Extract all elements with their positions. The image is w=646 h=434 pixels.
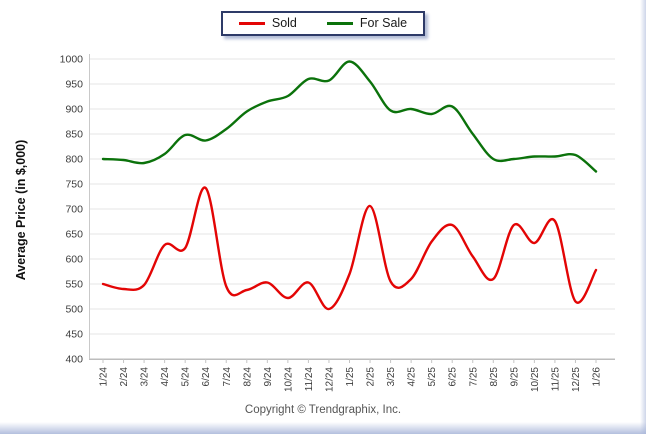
x-tick-label: 2/25 xyxy=(366,367,377,387)
y-tick-label: 650 xyxy=(65,229,83,241)
x-tick-label: 1/25 xyxy=(345,367,356,387)
y-tick-label: 600 xyxy=(65,254,83,266)
x-tick-label: 3/25 xyxy=(386,367,397,387)
x-tick-marks xyxy=(102,359,597,363)
copyright-text: Copyright © Trendgraphix, Inc. xyxy=(244,404,402,416)
x-tick-label: 5/25 xyxy=(427,367,438,387)
x-tick-label: 10/24 xyxy=(283,367,294,392)
chart-legend: Sold For Sale xyxy=(220,11,426,36)
for-sale-line-sample-icon xyxy=(326,21,353,25)
legend-label-for-sale: For Sale xyxy=(359,16,408,30)
x-tick-label: 10/25 xyxy=(530,367,541,392)
x-tick-labels: 1/24 2/24 3/24 4/24 5/24 6/24 7/24 8/24 9/24 10/2… xyxy=(99,367,603,392)
y-gridlines xyxy=(89,58,615,360)
y-axis-title: Average Price (in $,000) xyxy=(14,139,28,281)
y-tick-label: 900 xyxy=(65,104,83,116)
y-tick-label: 850 xyxy=(65,129,83,141)
legend-item-sold: Sold xyxy=(238,16,297,30)
sold-line-sample-icon xyxy=(238,21,265,25)
x-tick-label: 6/25 xyxy=(448,367,459,387)
y-tick-label: 400 xyxy=(65,354,83,366)
x-tick-label: 6/24 xyxy=(201,367,212,387)
x-tick-label: 11/25 xyxy=(550,367,561,392)
y-tick-label: 1000 xyxy=(60,54,84,66)
x-tick-label: 1/26 xyxy=(592,367,603,387)
x-tick-label: 8/25 xyxy=(489,367,500,387)
x-tick-label: 8/24 xyxy=(242,367,253,387)
x-tick-label: 4/25 xyxy=(407,367,418,387)
y-tick-labels: 400 450 500 550 600 650 700 750 800 850 900 950 1000 xyxy=(60,54,84,366)
x-tick-label: 7/25 xyxy=(468,367,479,387)
x-tick-label: 3/24 xyxy=(140,367,151,387)
y-tick-label: 500 xyxy=(65,304,83,316)
x-tick-label: 11/24 xyxy=(304,367,315,392)
y-tick-label: 750 xyxy=(65,179,83,191)
y-tick-label: 550 xyxy=(65,279,83,291)
x-tick-label: 1/24 xyxy=(99,367,110,387)
y-tick-label: 450 xyxy=(65,329,83,341)
x-tick-label: 9/24 xyxy=(263,367,274,387)
x-tick-label: 12/24 xyxy=(325,367,336,392)
x-tick-label: 12/25 xyxy=(571,367,582,392)
x-tick-label: 5/24 xyxy=(181,367,192,387)
x-tick-label: 9/25 xyxy=(509,367,520,387)
y-tick-label: 950 xyxy=(65,79,83,91)
x-tick-label: 4/24 xyxy=(160,367,171,387)
y-tick-label: 800 xyxy=(65,154,83,166)
legend-label-sold: Sold xyxy=(271,16,297,30)
sold-line xyxy=(101,186,598,311)
x-tick-label: 7/24 xyxy=(222,367,233,387)
y-tick-label: 700 xyxy=(65,204,83,216)
legend-item-for-sale: For Sale xyxy=(326,16,408,30)
x-tick-label: 2/24 xyxy=(119,367,130,387)
for-sale-line xyxy=(101,60,598,173)
